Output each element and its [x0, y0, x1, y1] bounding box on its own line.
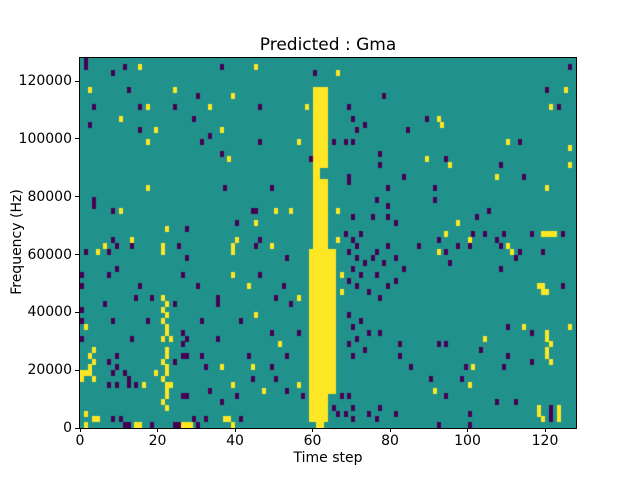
x-tick-label: 0 [75, 433, 85, 449]
x-tick-mark [544, 428, 546, 432]
x-tick-label: 100 [454, 433, 481, 449]
x-tick-mark [389, 428, 391, 432]
y-tick-mark [75, 427, 79, 429]
chart-title: Predicted : Gma [259, 35, 397, 55]
y-tick-label: 60000 [27, 246, 72, 263]
x-tick-mark [234, 428, 236, 432]
y-tick-mark [75, 369, 79, 371]
x-axis-label: Time step [293, 450, 363, 466]
y-tick-label: 0 [63, 420, 72, 436]
x-tick-mark [79, 428, 81, 432]
x-tick-mark [467, 428, 468, 432]
x-tick-mark [157, 428, 158, 432]
x-tick-label: 120 [531, 433, 559, 449]
y-tick-mark [75, 254, 79, 256]
y-tick-mark [75, 311, 79, 313]
x-tick-label: 40 [226, 433, 244, 449]
x-tick-mark [312, 428, 313, 432]
x-tick-label: 20 [148, 433, 167, 449]
y-tick-label: 40000 [27, 304, 72, 321]
y-tick-mark [75, 138, 79, 140]
heatmap-canvas [80, 58, 576, 428]
y-tick-mark [75, 196, 79, 198]
plot-area [79, 57, 577, 429]
x-tick-label: 60 [303, 433, 322, 449]
y-tick-label: 20000 [27, 362, 72, 379]
x-tick-label: 80 [381, 433, 399, 449]
y-tick-label: 120000 [18, 73, 72, 90]
y-tick-label: 100000 [18, 130, 72, 147]
y-tick-label: 80000 [27, 188, 72, 205]
y-tick-mark [75, 80, 79, 82]
